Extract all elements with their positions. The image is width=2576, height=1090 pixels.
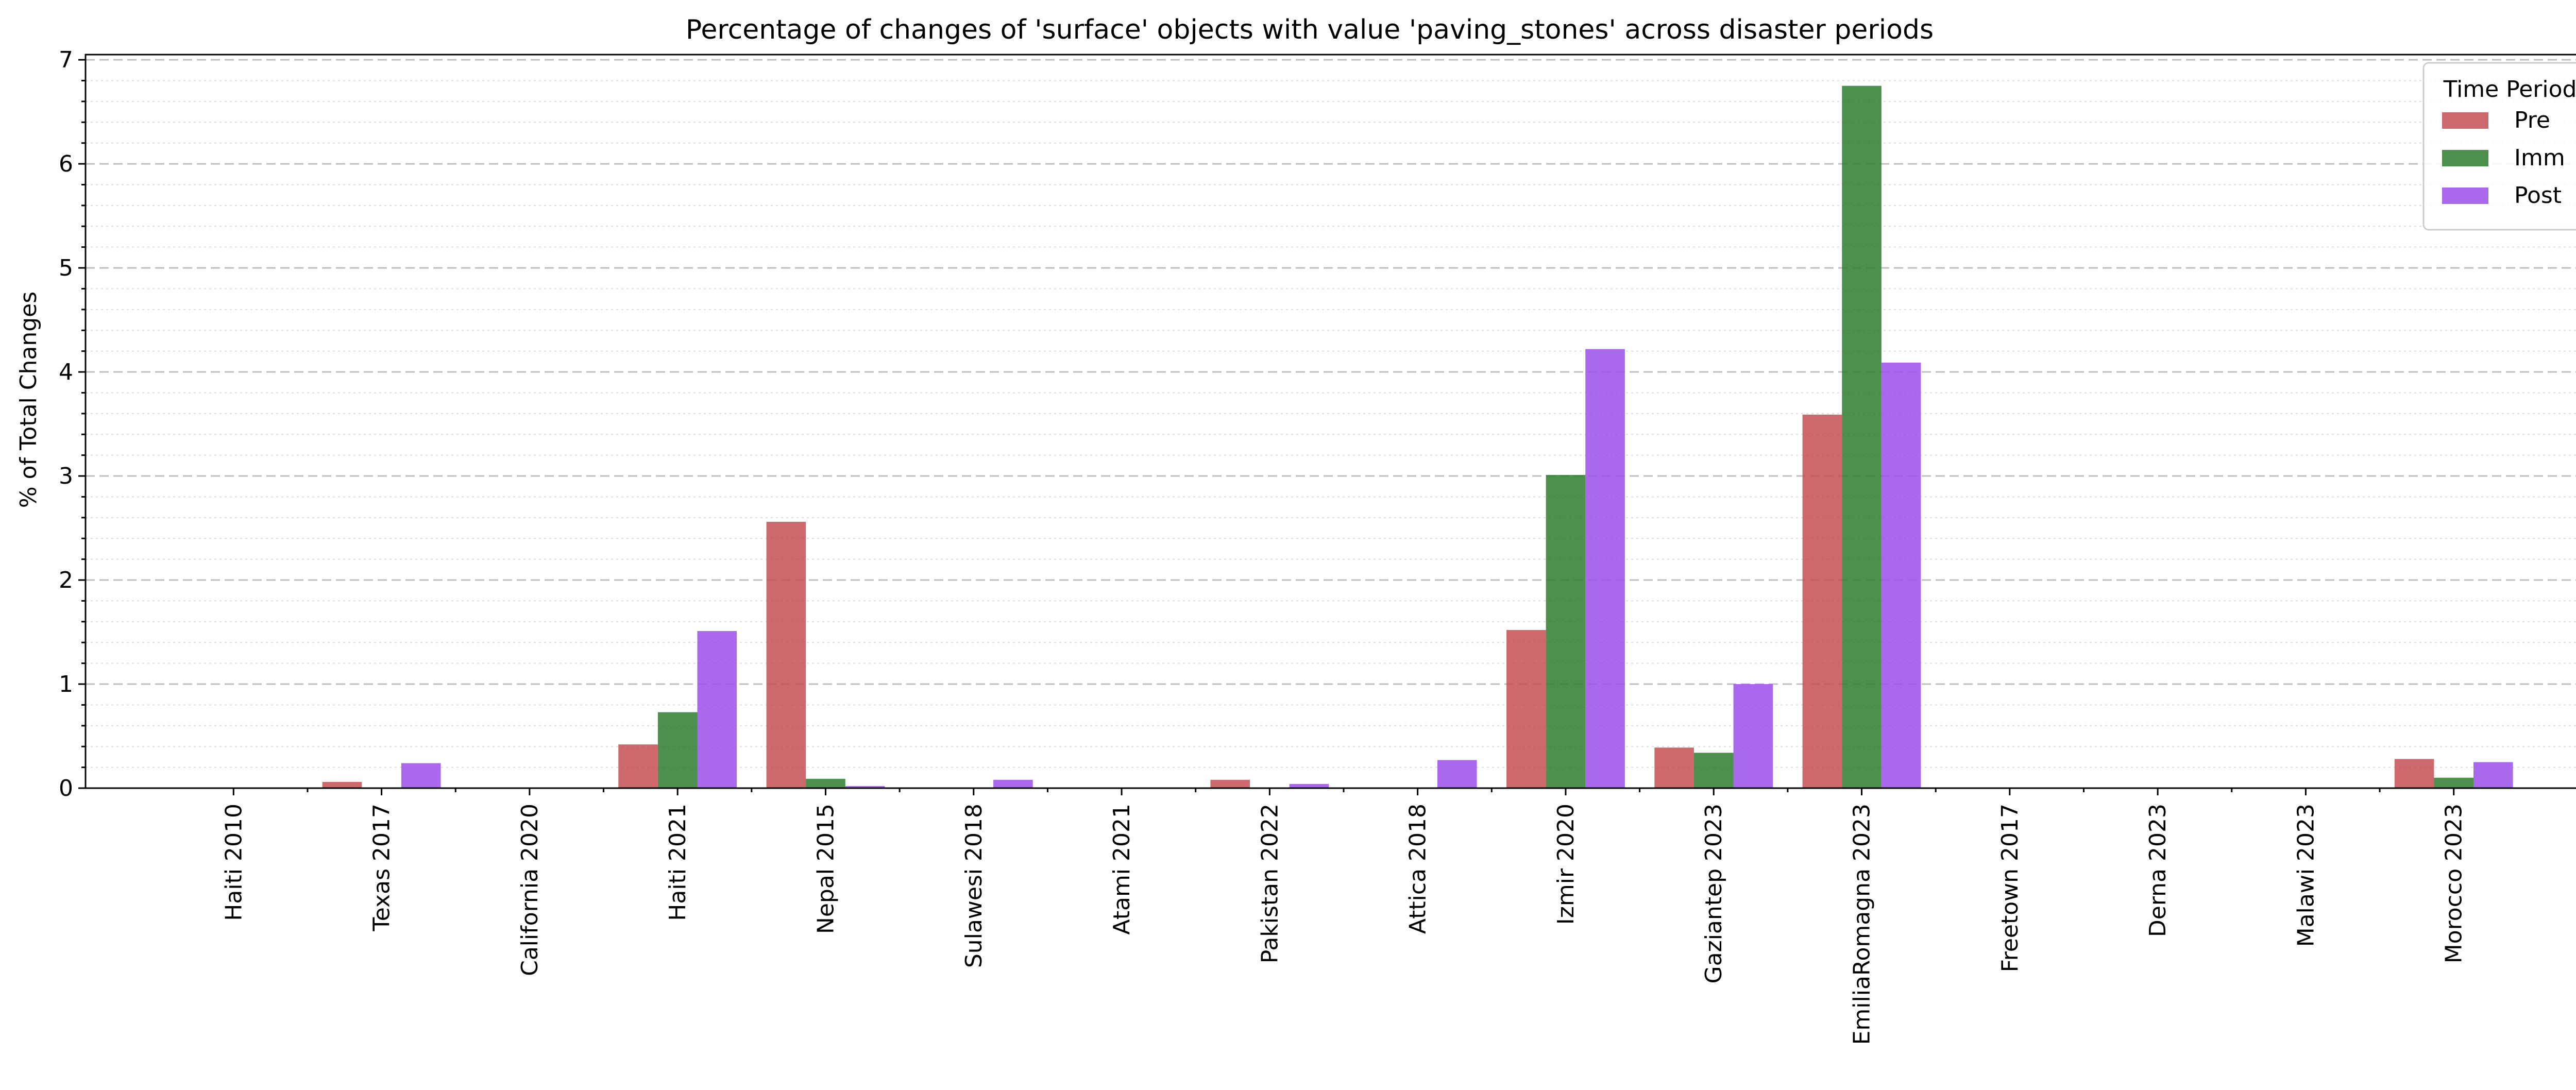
x-tick-label: California 2020 (517, 804, 543, 976)
x-tick-label: Malawi 2023 (2293, 804, 2319, 947)
plot-frame (84, 54, 2576, 789)
bar-pre (1506, 629, 1546, 788)
y-tick-label: 3 (59, 463, 73, 489)
y-tick-label: 5 (59, 255, 73, 281)
bar-post (1585, 349, 1625, 788)
legend-title: Time Period (2443, 76, 2576, 103)
bar-post (993, 779, 1033, 788)
y-axis-label: % of Total Changes (15, 292, 42, 508)
x-tick-label: Morocco 2023 (2441, 804, 2467, 963)
bar-post (1881, 362, 1921, 788)
y-axis-ticks: 0 1 2 3 4 5 6 7 (59, 47, 86, 802)
x-tick-label: Texas 2017 (369, 804, 395, 932)
legend-swatch-post (2442, 188, 2488, 204)
x-tick-label: Atami 2021 (1109, 804, 1135, 935)
bar-imm (1693, 753, 1734, 788)
bar-pre (2394, 759, 2434, 788)
x-tick-label: EmiliaRomagna 2023 (1849, 804, 1875, 1045)
bar-post (1733, 684, 1773, 788)
bar-pre (766, 521, 806, 788)
bar-post (401, 763, 441, 788)
bar-post (1437, 760, 1477, 788)
bar-pre (1802, 414, 1842, 788)
bar-pre (1654, 747, 1694, 788)
x-tick-label: Haiti 2010 (221, 804, 247, 921)
legend-label-pre: Pre (2514, 107, 2550, 133)
x-tick-label: Sulawesi 2018 (961, 804, 987, 968)
y-tick-label: 1 (59, 671, 73, 697)
x-tick-label: Pakistan 2022 (1257, 804, 1283, 963)
bar-post (697, 631, 737, 788)
x-tick-label: Nepal 2015 (812, 804, 839, 934)
legend-swatch-pre (2442, 112, 2488, 129)
bar-pre (1210, 779, 1250, 788)
x-axis-ticks: Haiti 2010 Texas 2017 California 2020 Haiti… (221, 788, 2467, 1045)
bar-imm (1842, 86, 1882, 789)
bar-post (2473, 762, 2513, 788)
bar-pre (618, 744, 658, 788)
x-tick-label: Freetown 2017 (1997, 804, 2023, 972)
y-tick-label: 4 (59, 359, 73, 385)
grid-lines (86, 59, 2576, 768)
x-tick-label: Gaziantep 2023 (1701, 804, 1727, 983)
bars (322, 86, 2513, 789)
x-tick-label: Izmir 2020 (1553, 804, 1579, 925)
bar-imm (2434, 777, 2474, 788)
bar-imm (1546, 475, 1586, 788)
bar-pre (322, 781, 362, 788)
bar-imm (657, 712, 698, 788)
y-tick-label: 7 (59, 47, 73, 73)
y-tick-label: 6 (59, 151, 73, 177)
bar-post (1289, 784, 1329, 788)
y-tick-label: 0 (59, 775, 73, 802)
y-tick-label: 2 (59, 567, 73, 593)
legend-label-imm: Imm (2514, 145, 2565, 171)
legend: Time Period Pre Imm Post (2422, 62, 2576, 231)
legend-items: Pre Imm Post (2442, 107, 2565, 209)
legend-swatch-imm (2442, 150, 2488, 166)
bar-imm (806, 778, 845, 788)
chart-title: Percentage of changes of 'surface' objec… (686, 14, 1934, 45)
x-tick-label: Derna 2023 (2145, 804, 2171, 937)
x-tick-label: Attica 2018 (1405, 804, 1431, 934)
legend-label-post: Post (2514, 182, 2562, 209)
axes (84, 54, 2576, 789)
bar-post (845, 786, 885, 788)
x-tick-label: Haiti 2021 (665, 804, 691, 921)
